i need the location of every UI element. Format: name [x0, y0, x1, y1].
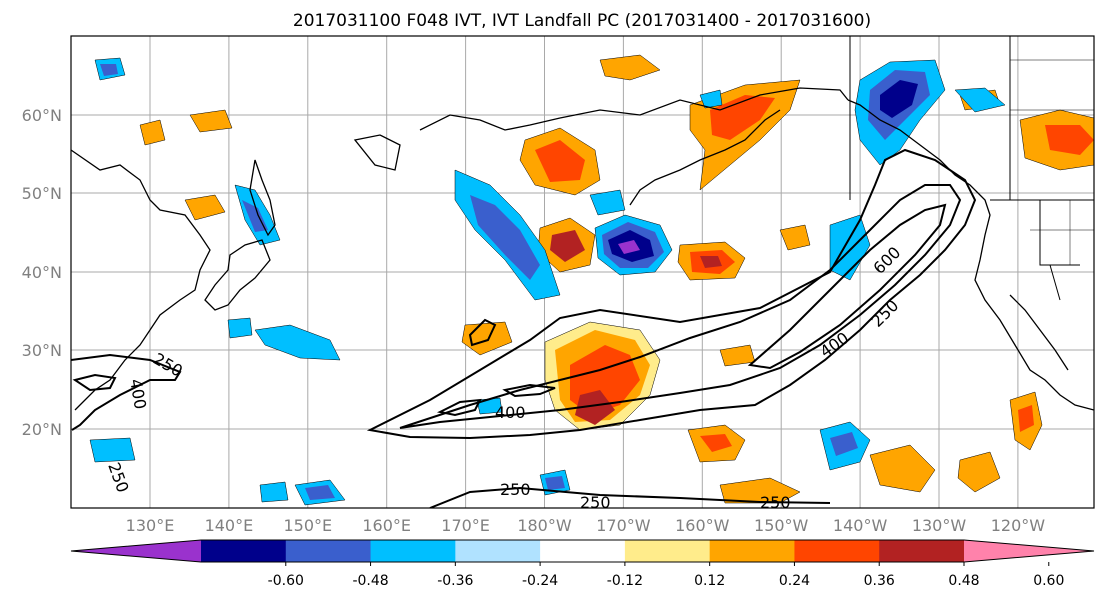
- political-borders: [849, 36, 1094, 301]
- lon-label: 130°W: [912, 516, 967, 535]
- lon-label: 170°W: [596, 516, 651, 535]
- lon-label: 130°E: [126, 516, 175, 535]
- lat-label: 30°N: [22, 341, 62, 360]
- lat-label: 50°N: [22, 184, 62, 203]
- colorbar-segment: [201, 540, 287, 562]
- positive-anomaly-region: [1009, 391, 1043, 451]
- colorbar-outline: [70, 539, 1095, 563]
- contour-label: 400: [495, 403, 526, 422]
- positive-anomaly-region: [689, 79, 801, 191]
- positive-anomaly-region: [1019, 109, 1094, 171]
- negative-anomaly-region: [454, 169, 561, 301]
- longitude-labels: 130°E 140°E 150°E 160°E 170°E 180°W 170°W 160°W…: [126, 516, 1046, 535]
- positive-anomaly-region: [544, 321, 661, 431]
- colorbar-segment: [540, 540, 626, 562]
- positive-anomaly-region: [519, 127, 601, 196]
- lon-label: 120°W: [991, 516, 1046, 535]
- lat-label: 60°N: [22, 106, 62, 125]
- lon-label: 160°E: [362, 516, 411, 535]
- ivt-contours: [71, 148, 977, 508]
- lon-label: 170°E: [441, 516, 490, 535]
- colorbar-tick-label: 0.36: [864, 573, 895, 589]
- colorbar-tick-label: 0.24: [779, 573, 810, 589]
- ivt-pc-shading: [89, 54, 1094, 506]
- colorbar-tick-label: 0.48: [948, 573, 979, 589]
- state-borders: [1010, 59, 1094, 265]
- colorbar-segment: [879, 540, 965, 562]
- lon-label: 180°W: [517, 516, 572, 535]
- colorbar-tick-label: 0.12: [694, 573, 725, 589]
- negative-anomaly-region: [594, 214, 673, 276]
- colorbar-tick-label: -0.24: [522, 573, 558, 589]
- colorbar-tick-label: -0.36: [437, 573, 473, 589]
- lon-label: 140°W: [833, 516, 888, 535]
- colorbar: -0.60 -0.48 -0.36 -0.24 -0.12 0.12 0.24 0.36 0.4…: [70, 539, 1095, 589]
- negative-anomaly-region: [854, 59, 946, 166]
- lat-label: 20°N: [22, 420, 62, 439]
- contour-label: 250: [500, 480, 531, 499]
- positive-anomaly-region: [537, 217, 596, 273]
- lon-label: 140°E: [205, 516, 254, 535]
- map-title: 2017031100 F048 IVT, IVT Landfall PC (20…: [293, 11, 871, 31]
- coastlines: [71, 87, 1094, 411]
- contour-label: 250: [760, 493, 791, 512]
- colorbar-segment: [71, 540, 201, 562]
- positive-anomaly-region: [139, 54, 1001, 504]
- colorbar-segment: [370, 540, 456, 562]
- negative-anomaly-region: [89, 57, 1006, 506]
- colorbar-segment: [455, 540, 541, 562]
- positive-anomaly-region: [687, 424, 746, 463]
- colorbar-segment: [964, 540, 1094, 562]
- map-area: 250 400 600 250 400 250 250 250 400 250: [71, 36, 1094, 512]
- colorbar-tick-label: -0.60: [268, 573, 304, 589]
- colorbar-segment: [794, 540, 880, 562]
- lon-label: 160°W: [675, 516, 730, 535]
- lon-label: 150°E: [283, 516, 332, 535]
- lat-label: 40°N: [22, 263, 62, 282]
- colorbar-tick-label: 0.60: [1033, 573, 1064, 589]
- contour-label: 250: [580, 493, 611, 512]
- lon-label: 150°W: [754, 516, 809, 535]
- colorbar-tick-label: -0.48: [352, 573, 388, 589]
- colorbar-segment: [624, 540, 711, 562]
- latitude-labels: 60°N 50°N 40°N 30°N 20°N: [22, 106, 62, 439]
- positive-anomaly-region: [677, 241, 746, 281]
- colorbar-segment: [285, 540, 372, 562]
- map-frame: [70, 35, 1095, 509]
- colorbar-tick-label: -0.12: [607, 573, 643, 589]
- colorbar-segment: [709, 540, 795, 562]
